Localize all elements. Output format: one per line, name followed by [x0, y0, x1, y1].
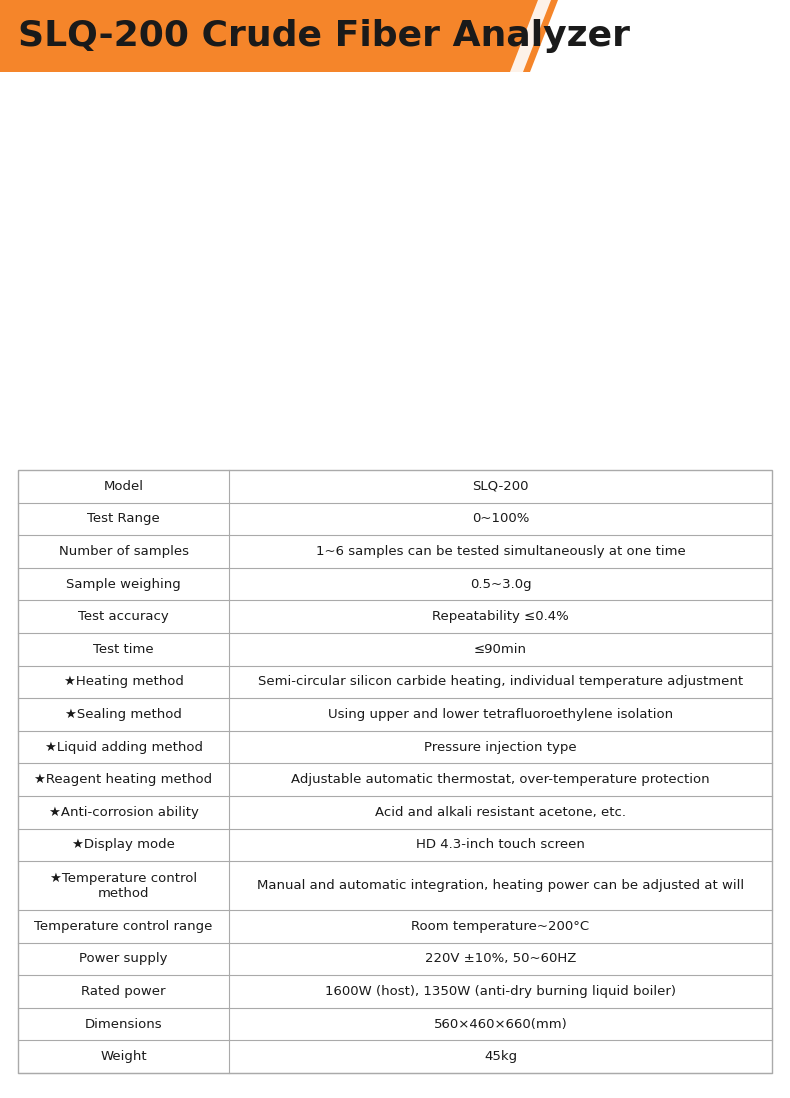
Text: Manual and automatic integration, heating power can be adjusted at will: Manual and automatic integration, heatin… [257, 879, 744, 892]
Text: 0~100%: 0~100% [472, 513, 529, 525]
Text: Weight: Weight [100, 1050, 147, 1063]
Text: ★Anti-corrosion ability: ★Anti-corrosion ability [49, 806, 198, 819]
Text: Model: Model [103, 480, 144, 493]
Polygon shape [532, 0, 573, 72]
Text: Test Range: Test Range [87, 513, 160, 525]
Text: ★Heating method: ★Heating method [64, 675, 183, 688]
Text: Test time: Test time [93, 642, 154, 656]
Text: Room temperature~200°C: Room temperature~200°C [412, 920, 589, 933]
Text: 45kg: 45kg [484, 1050, 517, 1063]
Text: ★Display mode: ★Display mode [72, 839, 175, 851]
Text: Pressure injection type: Pressure injection type [424, 740, 577, 753]
Text: ★Reagent heating method: ★Reagent heating method [35, 773, 213, 786]
Text: SLQ-200 Crude Fiber Analyzer: SLQ-200 Crude Fiber Analyzer [18, 19, 630, 53]
Text: Semi-circular silicon carbide heating, individual temperature adjustment: Semi-circular silicon carbide heating, i… [258, 675, 743, 688]
Polygon shape [0, 0, 558, 72]
Text: 0.5~3.0g: 0.5~3.0g [470, 578, 532, 591]
Text: ★Sealing method: ★Sealing method [65, 708, 182, 721]
Text: Acid and alkali resistant acetone, etc.: Acid and alkali resistant acetone, etc. [375, 806, 626, 819]
Text: ★Temperature control
method: ★Temperature control method [50, 872, 198, 899]
Text: Temperature control range: Temperature control range [35, 920, 213, 933]
Text: Test accuracy: Test accuracy [78, 610, 169, 624]
Text: ≤90min: ≤90min [474, 642, 527, 656]
Bar [18, 470, 772, 1073]
Text: 560×460×660(mm): 560×460×660(mm) [434, 1018, 567, 1031]
Text: Rated power: Rated power [81, 985, 166, 998]
Text: Power supply: Power supply [79, 952, 167, 965]
Text: Adjustable automatic thermostat, over-temperature protection: Adjustable automatic thermostat, over-te… [292, 773, 710, 786]
Text: HD 4.3-inch touch screen: HD 4.3-inch touch screen [416, 839, 585, 851]
Text: SLQ-200: SLQ-200 [472, 480, 529, 493]
Text: Sample weighing: Sample weighing [66, 578, 181, 591]
Text: Number of samples: Number of samples [58, 545, 189, 558]
Text: Dimensions: Dimensions [85, 1018, 163, 1031]
Text: Using upper and lower tetrafluoroethylene isolation: Using upper and lower tetrafluoroethylen… [328, 708, 673, 721]
FancyBboxPatch shape [0, 72, 790, 462]
Text: Repeatability ≤0.4%: Repeatability ≤0.4% [432, 610, 569, 624]
Text: 1600W (host), 1350W (anti-dry burning liquid boiler): 1600W (host), 1350W (anti-dry burning li… [325, 985, 676, 998]
Text: 220V ±10%, 50~60HZ: 220V ±10%, 50~60HZ [425, 952, 576, 965]
Text: ★Liquid adding method: ★Liquid adding method [44, 740, 202, 753]
Polygon shape [510, 0, 551, 72]
Text: 1~6 samples can be tested simultaneously at one time: 1~6 samples can be tested simultaneously… [316, 545, 686, 558]
